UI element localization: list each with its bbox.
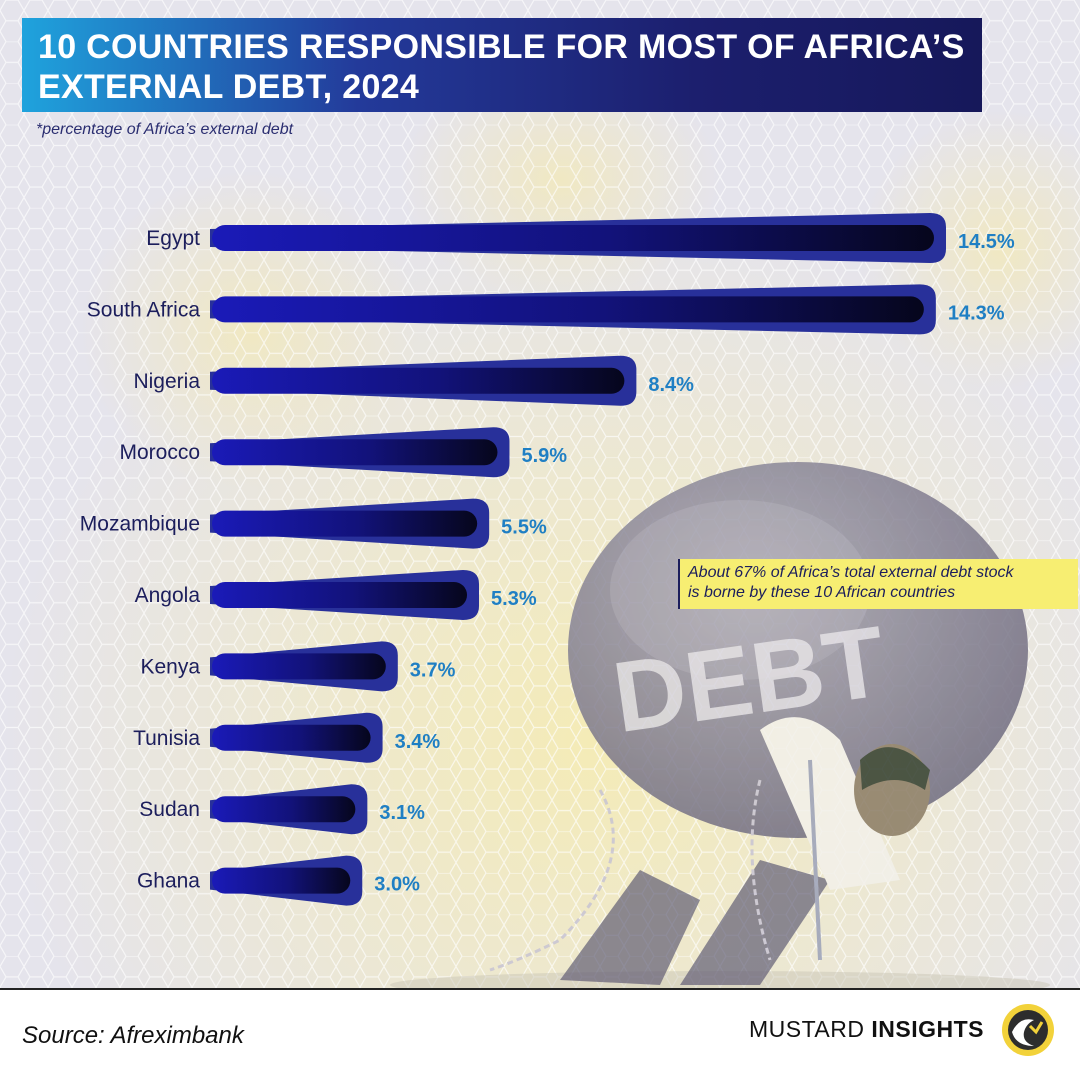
category-label: Mozambique bbox=[80, 513, 200, 536]
value-label: 14.3% bbox=[948, 302, 1005, 324]
category-label: Tunisia bbox=[133, 727, 200, 750]
bar-mozambique bbox=[212, 510, 478, 537]
category-label: Angola bbox=[135, 584, 201, 607]
value-label: 3.1% bbox=[379, 802, 425, 824]
footer: Source: Afreximbank MUSTARD INSIGHTS bbox=[0, 990, 1080, 1080]
value-label: 3.0% bbox=[374, 874, 420, 896]
chart-subtitle: *percentage of Africa’s external debt bbox=[36, 121, 294, 138]
category-label: Ghana bbox=[137, 870, 200, 893]
title-line-2: EXTERNAL DEBT, 2024 bbox=[38, 68, 420, 106]
debt-illustration: DEBT bbox=[390, 462, 1050, 990]
brand-part-1: MUSTARD bbox=[748, 1016, 865, 1042]
boulder bbox=[568, 462, 1028, 838]
category-label: Sudan bbox=[139, 798, 200, 821]
value-label: 3.4% bbox=[395, 731, 441, 753]
value-label: 3.7% bbox=[410, 659, 456, 681]
bar-kenya bbox=[212, 653, 386, 680]
bar-sudan bbox=[212, 796, 356, 823]
mustard-logo-icon bbox=[1002, 1004, 1054, 1056]
brand-name: MUSTARD INSIGHTS bbox=[749, 1016, 984, 1043]
title-line-1: 10 COUNTRIES RESPONSIBLE FOR MOST OF AFR… bbox=[38, 28, 965, 66]
brand-part-2: INSIGHTS bbox=[871, 1016, 984, 1042]
bar-morocco bbox=[212, 439, 498, 466]
value-label: 5.9% bbox=[521, 445, 567, 467]
value-label: 8.4% bbox=[648, 374, 694, 396]
category-label: Nigeria bbox=[133, 370, 200, 393]
bar-ghana bbox=[212, 867, 351, 894]
bars-group: Egypt 14.5% South Africa 14.3% Nigeria 8.4% Mo… bbox=[80, 213, 1015, 906]
bar-south-africa bbox=[212, 296, 924, 323]
annotation-line-1: About 67% of Africa’s total external deb… bbox=[688, 564, 1014, 581]
title-banner: 10 COUNTRIES RESPONSIBLE FOR MOST OF AFR… bbox=[22, 18, 982, 112]
bar-angola bbox=[212, 582, 468, 608]
category-label: Egypt bbox=[146, 227, 200, 250]
hex-background: DEBT bbox=[0, 0, 1080, 990]
bar-nigeria bbox=[212, 367, 625, 394]
annotation-callout: About 67% of Africa’s total external deb… bbox=[678, 559, 1078, 609]
source-note: Source: Afreximbank bbox=[22, 1022, 244, 1049]
annotation-line-2: is borne by these 10 African countries bbox=[688, 584, 956, 601]
bar-chart: Egypt 14.5% South Africa 14.3% Nigeria 8.4% Mo… bbox=[80, 213, 1015, 906]
bar-tunisia bbox=[212, 724, 371, 751]
value-label: 14.5% bbox=[958, 231, 1015, 253]
value-label: 5.3% bbox=[491, 588, 537, 610]
footer-divider bbox=[0, 988, 1080, 990]
bar-egypt bbox=[212, 225, 934, 251]
category-label: Kenya bbox=[140, 655, 200, 678]
category-label: Morocco bbox=[119, 441, 200, 464]
category-label: South Africa bbox=[87, 298, 201, 321]
value-label: 5.5% bbox=[501, 517, 547, 539]
